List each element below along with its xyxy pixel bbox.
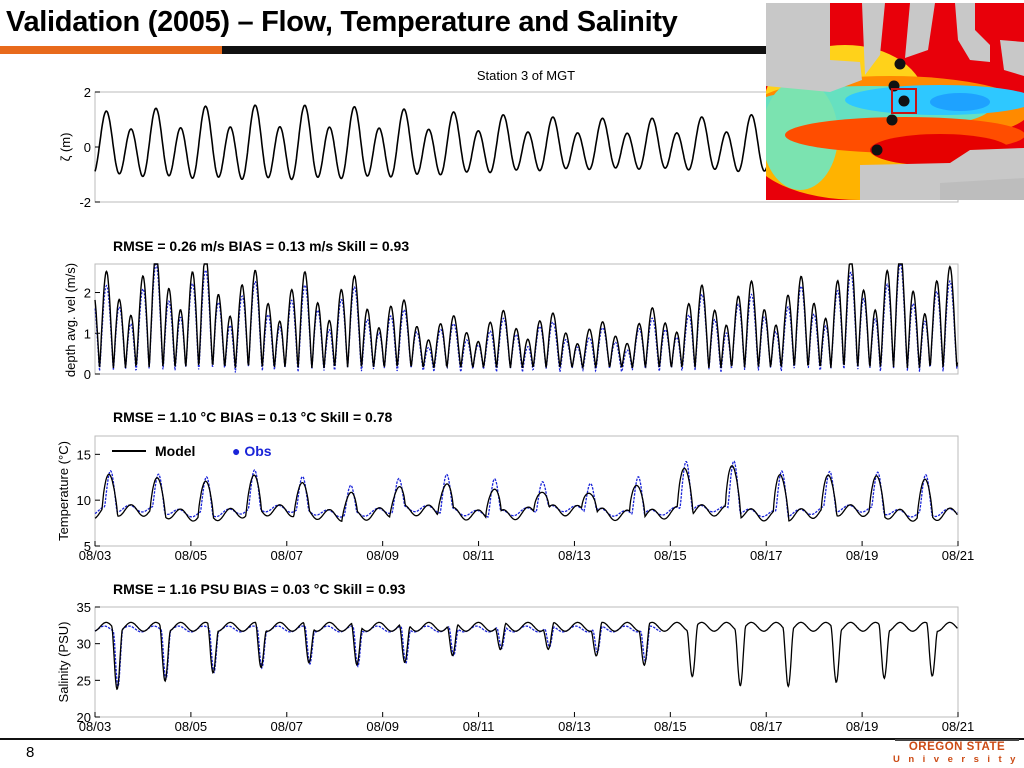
- x-tick-label: 08/07: [271, 548, 304, 563]
- x-tick-label: 08/21: [942, 719, 975, 734]
- x-tick-label: 08/03: [79, 548, 112, 563]
- y-tick-label: -2: [79, 195, 91, 210]
- y-tick-label: 0: [84, 367, 91, 382]
- x-tick-label: 08/15: [654, 548, 687, 563]
- temperature-y-ticks: 15 10 5: [77, 447, 100, 554]
- x-tick-label: 08/09: [366, 548, 399, 563]
- velocity-y-ticks: 0 1 2: [84, 286, 100, 382]
- salinity-plot-frame: [94, 606, 959, 718]
- university-logo: OREGON STATE University: [893, 738, 1021, 766]
- x-tick-label: 08/15: [654, 719, 687, 734]
- x-tick-label: 08/17: [750, 719, 783, 734]
- velocity-stats: RMSE = 0.26 m/s BIAS = 0.13 m/s Skill = …: [113, 238, 409, 254]
- x-tick-label: 08/11: [463, 719, 495, 734]
- salinity-model-line: [94, 621, 958, 691]
- velocity-panel: RMSE = 0.26 m/s BIAS = 0.13 m/s Skill = …: [63, 238, 959, 382]
- temperature-obs-line: [94, 460, 958, 518]
- title-accent-bar: [0, 46, 222, 54]
- temperature-y-axis-label: Temperature (°C): [56, 441, 71, 541]
- y-tick-label: 2: [84, 286, 91, 301]
- elevation-y-axis-label: ζ (m): [58, 133, 73, 162]
- x-tick-label: 08/13: [558, 548, 591, 563]
- x-tick-label: 08/05: [175, 719, 208, 734]
- salinity-panel: RMSE = 1.16 PSU BIAS = 0.03 °C Skill = 0…: [56, 581, 974, 734]
- x-tick-label: 08/21: [942, 548, 975, 563]
- slide-number: 8: [26, 744, 35, 761]
- y-tick-label: 25: [77, 673, 91, 688]
- y-tick-label: 0: [84, 140, 91, 155]
- x-tick-label: 08/11: [463, 548, 495, 563]
- y-tick-label: 1: [84, 326, 91, 341]
- logo-text-line1: OREGON STATE: [908, 741, 1006, 753]
- y-tick-label: 15: [77, 447, 91, 462]
- temperature-x-ticks: 08/03 08/05 08/07 08/09 08/11 08/13 08/15 08/17…: [79, 541, 975, 563]
- x-tick-label: 08/07: [271, 719, 304, 734]
- inset-location-map: [766, 3, 1024, 200]
- salinity-y-axis-label: Salinity (PSU): [56, 622, 71, 703]
- y-tick-label: 30: [77, 637, 91, 652]
- temperature-model-line: [94, 465, 958, 522]
- x-tick-label: 08/19: [846, 719, 879, 734]
- salinity-x-ticks: 08/03 08/05 08/07 08/09 08/11 08/13 08/15 08/17…: [79, 712, 975, 734]
- elevation-y-ticks: 2 0 -2: [79, 85, 100, 210]
- temperature-plot-frame: [94, 435, 959, 547]
- logo-rule: [895, 739, 1019, 741]
- x-tick-label: 08/03: [79, 719, 112, 734]
- velocity-y-axis-label: depth avg. vel (m/s): [63, 263, 78, 377]
- logo-text-line2: University: [893, 754, 1024, 765]
- elevation-chart-title: Station 3 of MGT: [477, 68, 575, 83]
- y-tick-label: 2: [84, 85, 91, 100]
- slide-title: Validation (2005) – Flow, Temperature an…: [6, 6, 678, 38]
- y-tick-label: 10: [77, 493, 91, 508]
- y-tick-label: 5: [84, 539, 91, 554]
- legend-obs-label: ● Obs: [232, 443, 272, 459]
- temperature-panel: RMSE = 1.10 °C BIAS = 0.13 °C Skill = 0.…: [56, 409, 974, 563]
- y-tick-label: 20: [77, 710, 91, 725]
- x-tick-label: 08/17: [750, 548, 783, 563]
- x-tick-label: 08/05: [175, 548, 208, 563]
- y-tick-label: 35: [77, 600, 91, 615]
- x-tick-label: 08/19: [846, 548, 879, 563]
- title-underline-bar: [222, 46, 1024, 54]
- salinity-y-ticks: 35 30 25 20: [77, 600, 100, 725]
- footer-rule: [0, 738, 1024, 740]
- velocity-model-line: [94, 263, 959, 370]
- x-tick-label: 08/13: [558, 719, 591, 734]
- x-tick-label: 08/09: [366, 719, 399, 734]
- legend-model-label: Model: [155, 443, 195, 459]
- salinity-stats: RMSE = 1.16 PSU BIAS = 0.03 °C Skill = 0…: [113, 581, 406, 597]
- temperature-stats: RMSE = 1.10 °C BIAS = 0.13 °C Skill = 0.…: [113, 409, 392, 425]
